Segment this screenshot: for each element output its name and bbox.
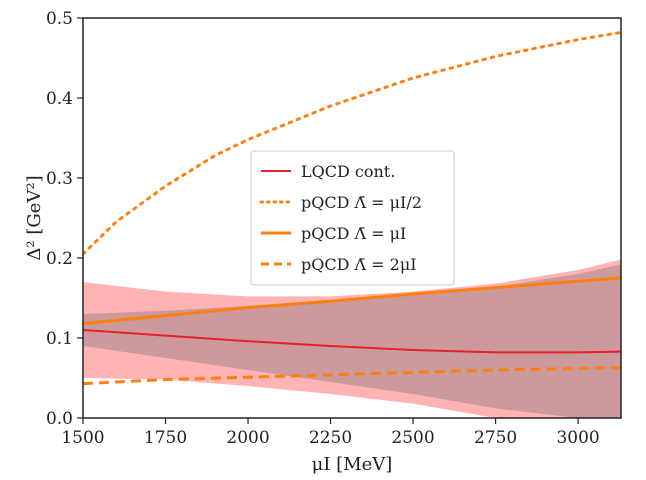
- y-tick-label: 0.1: [46, 329, 73, 349]
- y-tick-label: 0.0: [46, 409, 73, 429]
- x-tick-label: 1750: [144, 428, 187, 448]
- x-tick-label: 2500: [391, 428, 434, 448]
- y-tick-label: 0.4: [46, 89, 73, 109]
- y-tick-label: 0.5: [46, 9, 73, 29]
- legend-label-1: pQCD Λ̄ = μI/2: [301, 193, 422, 212]
- x-tick-label: 2000: [226, 428, 269, 448]
- series-line-3: [83, 366, 621, 386]
- y-axis-label: Δ² [GeV²]: [24, 175, 45, 260]
- legend-label-0: LQCD cont.: [301, 162, 395, 181]
- lqcd-inner-band: [83, 264, 621, 418]
- legend: LQCD cont. pQCD Λ̄ = μI/2 pQCD Λ̄ = μI pQCD…: [250, 150, 455, 286]
- series-lines: [83, 30, 621, 386]
- y-tick-label: 0.2: [46, 249, 73, 269]
- series-line-0: [83, 329, 621, 354]
- legend-box: [250, 150, 455, 286]
- legend-label-2: pQCD Λ̄ = μI: [301, 224, 406, 243]
- x-axis-ticks: 1500 1750 2000 2250 2500 2750 3000: [61, 418, 600, 448]
- x-tick-label: 2750: [474, 428, 517, 448]
- x-axis-label: μI [MeV]: [312, 454, 393, 475]
- x-tick-label: 3000: [556, 428, 599, 448]
- series-line-1: [83, 30, 621, 256]
- series-line-2: [83, 276, 621, 326]
- x-tick-label: 2250: [309, 428, 352, 448]
- y-tick-label: 0.3: [46, 169, 73, 189]
- x-tick-label: 1500: [61, 428, 104, 448]
- plot-frame: [82, 17, 622, 419]
- y-axis-ticks: 0.0 0.1 0.2 0.3 0.4 0.5: [46, 9, 83, 429]
- legend-label-3: pQCD Λ̄ = 2μI: [301, 255, 417, 274]
